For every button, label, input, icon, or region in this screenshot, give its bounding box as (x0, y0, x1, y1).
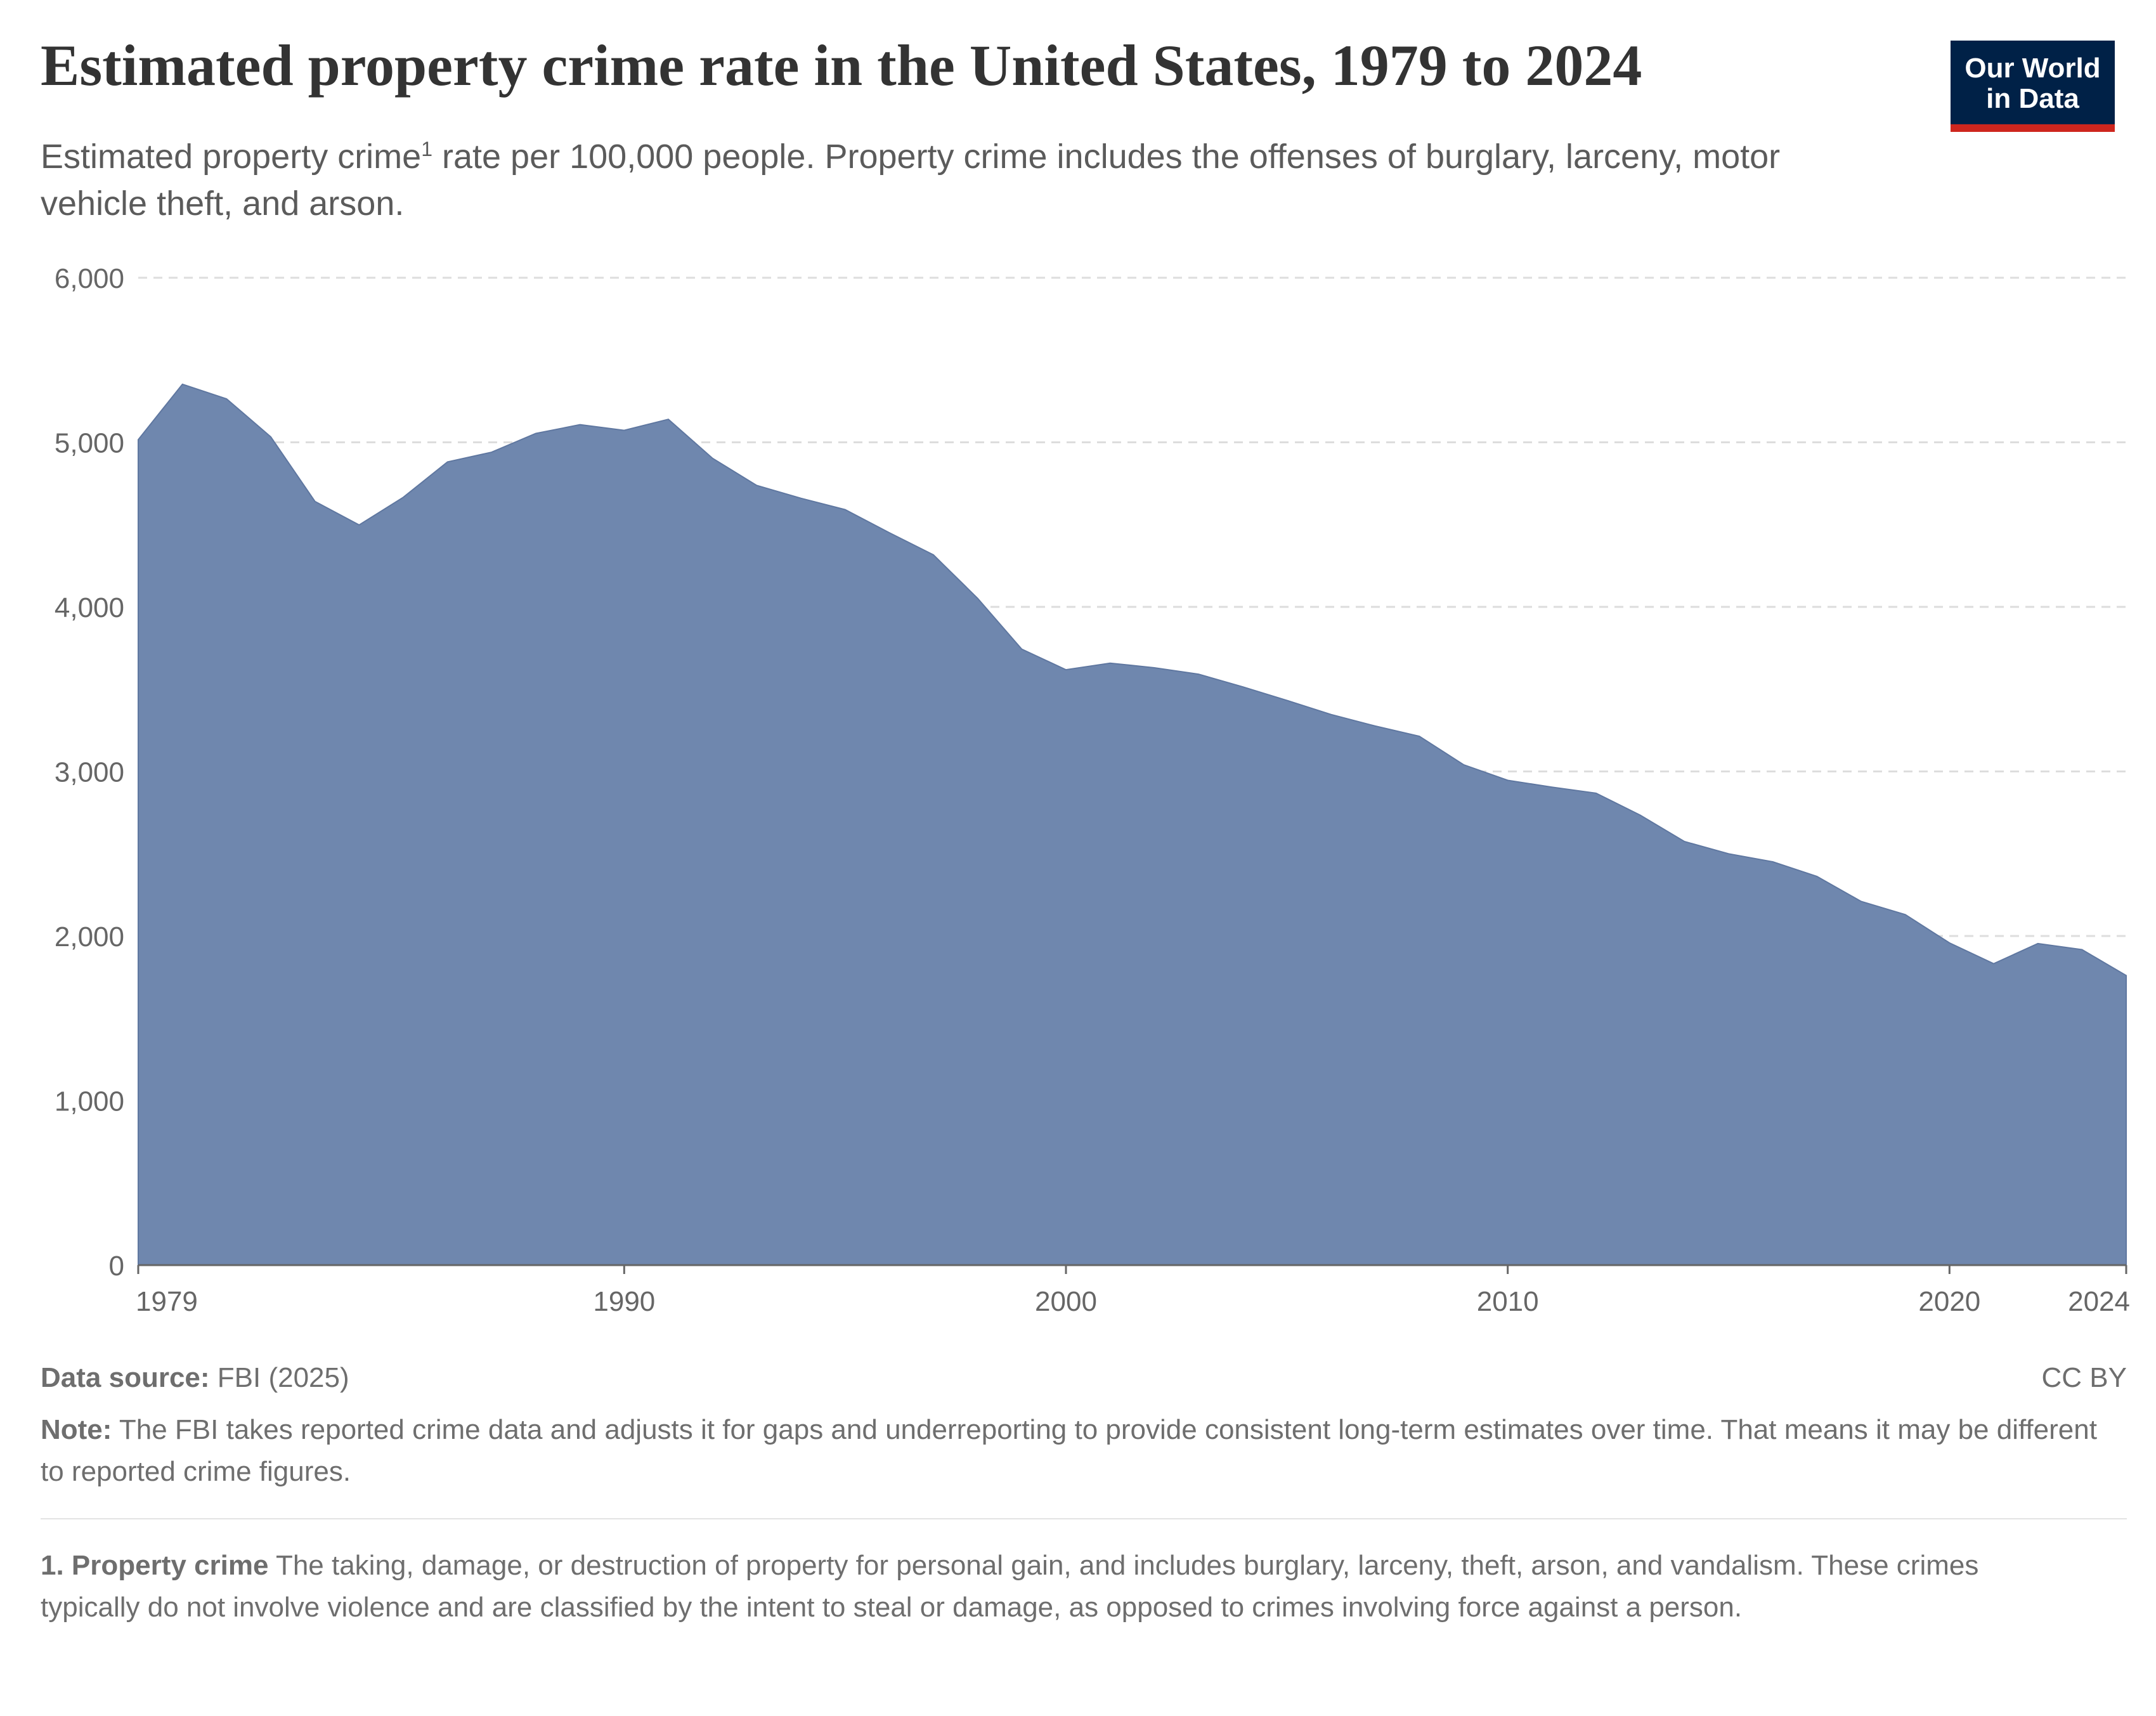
area-series[interactable] (138, 383, 2127, 1266)
x-tick-label: 2010 (1477, 1286, 1539, 1317)
x-tick-label: 2020 (1918, 1286, 1980, 1317)
y-tick-label: 0 (109, 1251, 124, 1282)
chart-header: Estimated property crime rate in the Uni… (41, 30, 1918, 227)
source-label: Data source: (41, 1362, 210, 1393)
y-tick-label: 3,000 (55, 757, 124, 788)
x-tick-label: 1990 (593, 1286, 655, 1317)
y-tick-label: 1,000 (55, 1086, 124, 1117)
footnote-text: The taking, damage, or destruction of pr… (41, 1550, 1979, 1623)
logo-line-1: Our World (1964, 53, 2101, 84)
y-axis-labels: 0 1,000 2,000 3,000 4,000 5,000 6,000 (55, 263, 124, 1282)
note-text: The FBI takes reported crime data and ad… (41, 1414, 2097, 1487)
footnote-ref[interactable]: 1 (421, 138, 432, 160)
divider (41, 1518, 2127, 1519)
logo-line-2: in Data (1986, 83, 2079, 114)
source-value[interactable]: FBI (2025) (217, 1362, 349, 1393)
subtitle-text: Estimated property crime (41, 138, 422, 176)
x-tick-label: 2000 (1035, 1286, 1097, 1317)
chart-subtitle: Estimated property crime1 rate per 100,0… (41, 126, 1880, 227)
footer: Data source: FBI (2025) CC BY Note: The … (41, 1357, 2127, 1628)
x-tick-label: 2024 (2068, 1286, 2130, 1317)
owid-logo[interactable]: Our World in Data (1951, 41, 2115, 132)
area-chart: 0 1,000 2,000 3,000 4,000 5,000 6,000 1979 1990… (55, 263, 2130, 1317)
x-axis: 1979 1990 2000 2010 2020 2024 (136, 1264, 2130, 1317)
chart-title: Estimated property crime rate in the Uni… (41, 33, 1642, 98)
data-source: Data source: FBI (2025) (41, 1357, 349, 1399)
note: Note: The FBI takes reported crime data … (41, 1409, 2127, 1493)
note-label: Note: (41, 1414, 112, 1445)
footnote-label: 1. Property crime (41, 1550, 269, 1581)
y-tick-label: 6,000 (55, 263, 124, 294)
license[interactable]: CC BY (2041, 1362, 2127, 1393)
footnote: 1. Property crime The taking, damage, or… (41, 1545, 2070, 1628)
source-row: Data source: FBI (2025) CC BY (41, 1357, 2127, 1399)
y-tick-label: 2,000 (55, 921, 124, 952)
y-tick-label: 5,000 (55, 428, 124, 459)
x-tick-label: 1979 (136, 1286, 198, 1317)
subtitle-text-rest: rate per 100,000 people. Property crime … (41, 138, 1781, 223)
y-tick-label: 4,000 (55, 592, 124, 623)
